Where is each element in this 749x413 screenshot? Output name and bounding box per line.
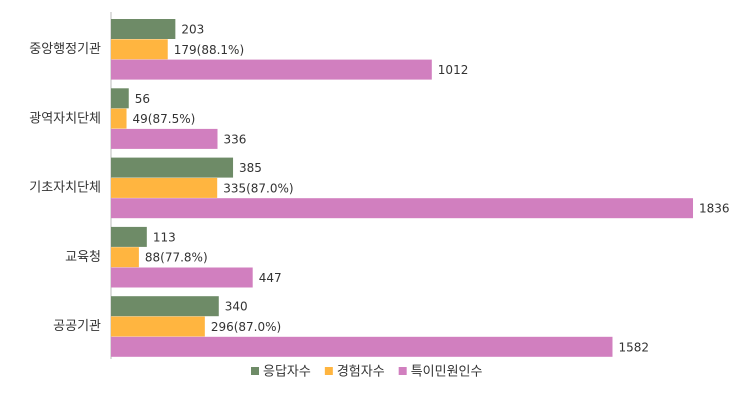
data-label: 113 bbox=[153, 230, 176, 244]
bar bbox=[111, 267, 253, 288]
bar bbox=[111, 128, 218, 149]
legend-label: 경험자수 bbox=[337, 365, 385, 380]
legend-swatch bbox=[324, 367, 333, 375]
legend-label: 특이민원인수 bbox=[411, 365, 483, 380]
bar bbox=[111, 39, 168, 60]
data-label: 203 bbox=[181, 23, 204, 37]
y-tick-label: 교육청 bbox=[65, 250, 101, 265]
bar bbox=[111, 316, 205, 337]
legend-label: 응답자수 bbox=[263, 365, 311, 380]
data-label: 1012 bbox=[438, 63, 469, 77]
bar bbox=[111, 296, 219, 317]
bar bbox=[111, 157, 234, 178]
bar bbox=[111, 336, 613, 357]
data-label: 1836 bbox=[699, 202, 730, 216]
data-label: 49(87.5%) bbox=[133, 112, 196, 126]
data-label: 447 bbox=[259, 271, 282, 285]
bar bbox=[111, 226, 147, 247]
data-label: 335(87.0%) bbox=[223, 181, 293, 195]
legend-swatch bbox=[251, 367, 259, 375]
bar bbox=[111, 19, 176, 39]
y-tick-label: 기초자치단체 bbox=[29, 181, 101, 196]
data-label: 296(87.0%) bbox=[211, 320, 281, 334]
bar bbox=[111, 198, 694, 219]
bar bbox=[111, 177, 218, 198]
bar bbox=[111, 247, 139, 268]
data-label: 1582 bbox=[618, 340, 649, 354]
data-label: 88(77.8%) bbox=[145, 251, 208, 265]
bar bbox=[111, 108, 127, 129]
y-tick-label: 광역자치단체 bbox=[29, 111, 101, 126]
data-label: 56 bbox=[135, 92, 150, 106]
bar bbox=[111, 88, 129, 109]
legend-swatch bbox=[398, 367, 407, 375]
data-label: 340 bbox=[225, 300, 248, 314]
y-tick-label: 공공기관 bbox=[53, 319, 101, 334]
bar bbox=[111, 59, 432, 80]
y-tick-label: 중앙행정기관 bbox=[29, 41, 101, 57]
data-label: 385 bbox=[239, 161, 262, 175]
data-label: 179(88.1%) bbox=[174, 43, 244, 57]
data-label: 336 bbox=[224, 132, 247, 146]
